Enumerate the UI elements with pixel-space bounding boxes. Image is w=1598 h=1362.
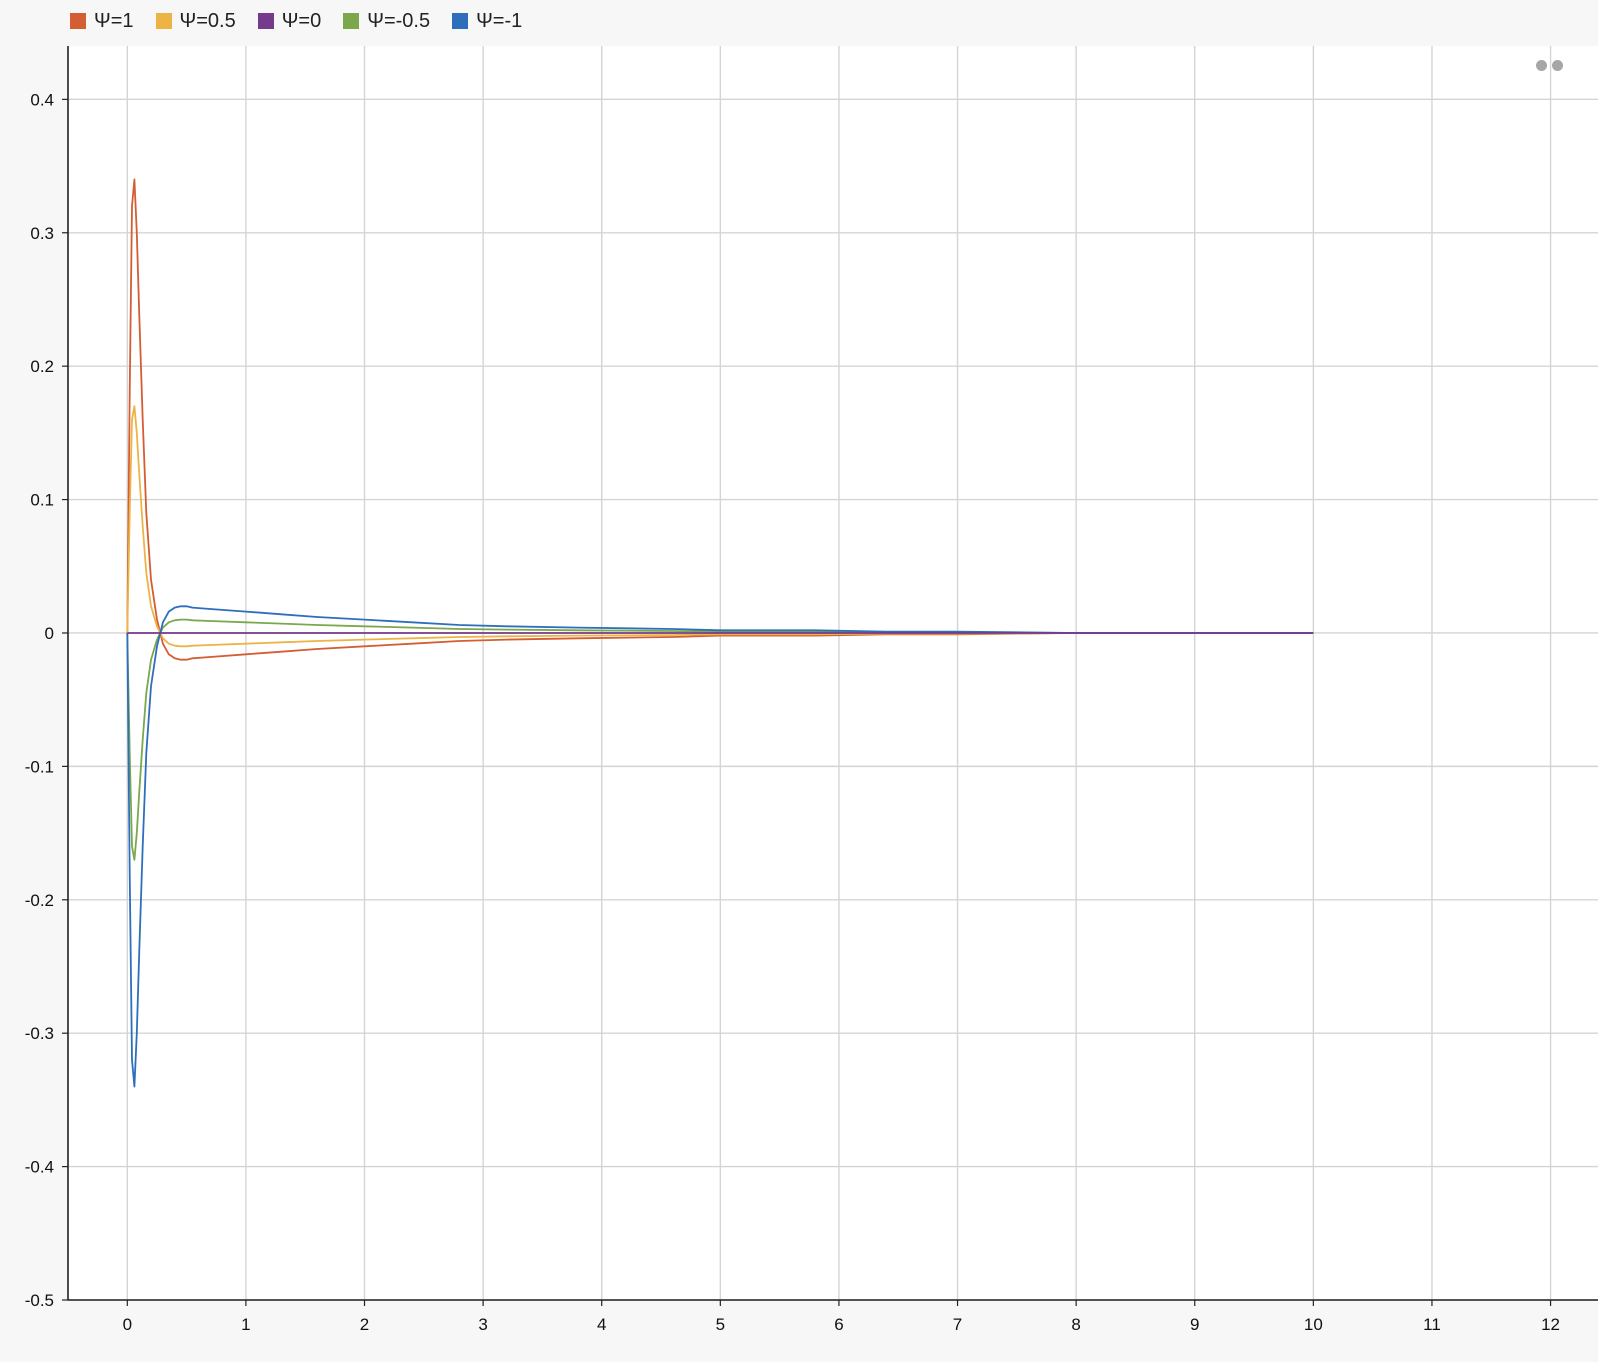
legend-swatch bbox=[70, 13, 86, 29]
x-tick-label: 5 bbox=[716, 1315, 725, 1334]
legend-label: Ψ=0.5 bbox=[179, 9, 236, 32]
legend-label: Ψ=1 bbox=[94, 9, 134, 32]
y-tick-label: 0.2 bbox=[30, 357, 54, 376]
y-tick-label: 0 bbox=[45, 624, 54, 643]
x-tick-label: 7 bbox=[953, 1315, 962, 1334]
y-tick-label: -0.3 bbox=[25, 1024, 54, 1043]
series-line-0 bbox=[126, 178, 1314, 661]
legend-swatch bbox=[343, 13, 360, 29]
grid-lines bbox=[68, 46, 1598, 1301]
y-tick-label: -0.2 bbox=[25, 891, 54, 910]
y-tick-label: 0.4 bbox=[30, 90, 54, 109]
legend-swatch bbox=[257, 13, 274, 29]
x-tick-label: 8 bbox=[1071, 1315, 1080, 1334]
x-tick-label: 2 bbox=[360, 1315, 369, 1334]
x-tick-label: 10 bbox=[1304, 1315, 1323, 1334]
legend-label: Ψ=0 bbox=[281, 9, 322, 32]
x-tick-label: 1 bbox=[241, 1315, 250, 1334]
chart-menu-icon[interactable] bbox=[1536, 60, 1563, 71]
series-line-4 bbox=[126, 605, 1314, 1088]
y-tick-label: -0.4 bbox=[25, 1158, 54, 1177]
series-line-1 bbox=[126, 405, 1314, 648]
axes bbox=[62, 46, 1598, 1306]
legend-item[interactable]: Ψ=1 bbox=[70, 10, 134, 33]
y-tick-label: -0.5 bbox=[25, 1291, 54, 1310]
y-tick-label: 0.3 bbox=[30, 224, 54, 243]
x-tick-label: 6 bbox=[834, 1315, 843, 1334]
x-tick-label: 11 bbox=[1423, 1315, 1441, 1334]
legend-item[interactable]: Ψ=0 bbox=[257, 9, 322, 33]
legend-label: Ψ=-1 bbox=[476, 9, 523, 32]
legend-item[interactable]: Ψ=-0.5 bbox=[343, 10, 430, 33]
legend-item[interactable]: Ψ=-1 bbox=[452, 10, 522, 33]
x-tick-label: 3 bbox=[478, 1315, 487, 1334]
x-tick-label: 9 bbox=[1190, 1315, 1199, 1334]
y-tick-label: -0.1 bbox=[25, 757, 54, 776]
series-lines bbox=[126, 178, 1314, 1088]
x-tick-label: 0 bbox=[123, 1315, 132, 1334]
x-tick-label: 4 bbox=[597, 1315, 606, 1334]
x-tick-label: 12 bbox=[1541, 1315, 1560, 1334]
series-line-3 bbox=[126, 618, 1314, 861]
legend-item[interactable]: Ψ=0.5 bbox=[155, 9, 236, 33]
y-tick-label: 0.1 bbox=[30, 491, 54, 510]
tick-labels: 0 1 2 3 4 5 6 7 8 9 10 11 120.40.30.20.10-0.1-0.2-0.… bbox=[25, 90, 1560, 1334]
legend-swatch bbox=[155, 13, 172, 29]
legend-label: Ψ=-0.5 bbox=[367, 9, 431, 32]
plot-background bbox=[68, 46, 1598, 1300]
legend-swatch bbox=[452, 13, 469, 29]
legend: Ψ=1 Ψ=0.5 Ψ=0 Ψ=-0.5 Ψ=-1 bbox=[70, 8, 522, 34]
